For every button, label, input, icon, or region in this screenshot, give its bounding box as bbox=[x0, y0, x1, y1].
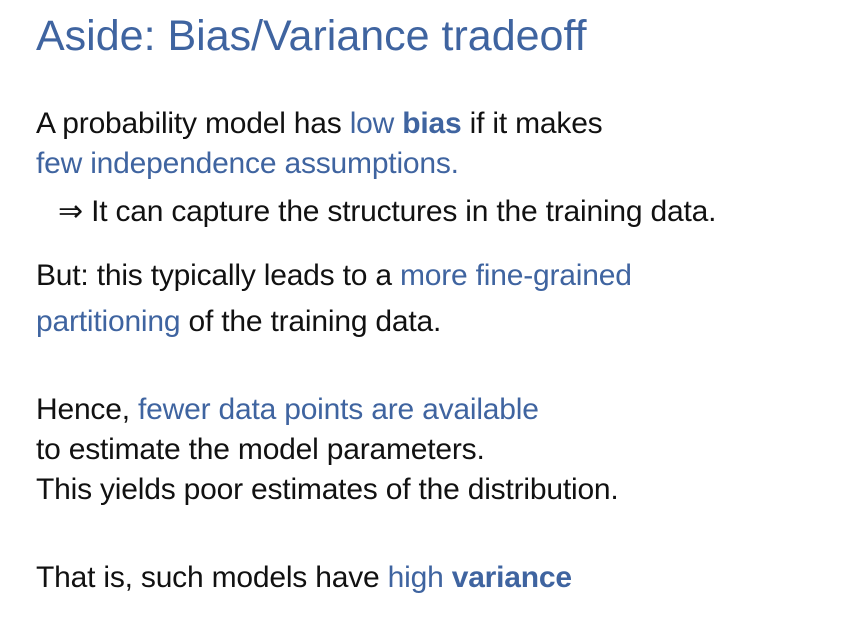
para1-highlight-bias: bias bbox=[402, 107, 462, 140]
para4-highlight-variance: variance bbox=[451, 561, 572, 594]
para3-text: Hence, bbox=[36, 393, 138, 426]
para3-line1: Hence, fewer data points are available bbox=[36, 392, 539, 428]
para3-highlight: fewer data points are available bbox=[138, 393, 539, 426]
para1-implication: ⇒ It can capture the structures in the t… bbox=[58, 194, 716, 230]
para2-line1: But: this typically leads to a more fine… bbox=[36, 258, 632, 294]
para1-text-end: if it makes bbox=[461, 107, 603, 140]
para1-highlight-low: low bbox=[349, 107, 403, 140]
para4-line1: That is, such models have high variance bbox=[36, 560, 572, 596]
para2-text: But: this typically leads to a bbox=[36, 259, 400, 292]
para4-highlight-high: high bbox=[387, 561, 452, 594]
para3-line2: to estimate the model parameters. bbox=[36, 433, 485, 466]
para2-text-end: of the training data. bbox=[180, 305, 442, 338]
para2-line2: partitioning of the training data. bbox=[36, 304, 441, 340]
para1-line1: A probability model has low bias if it m… bbox=[36, 106, 603, 142]
slide-title: Aside: Bias/Variance tradeoff bbox=[36, 12, 587, 60]
para1-line2: few independence assumptions. bbox=[36, 147, 459, 180]
para2-highlight-partitioning: partitioning bbox=[36, 305, 181, 338]
para4-text: That is, such models have bbox=[36, 561, 388, 594]
para3-line3: This yields poor estimates of the distri… bbox=[36, 473, 619, 506]
para2-highlight: more fine-grained bbox=[399, 259, 632, 292]
para1-text: A probability model has bbox=[36, 107, 350, 140]
implies-arrow-icon: ⇒ bbox=[58, 195, 83, 228]
implication-text: It can capture the structures in the tra… bbox=[82, 195, 717, 228]
